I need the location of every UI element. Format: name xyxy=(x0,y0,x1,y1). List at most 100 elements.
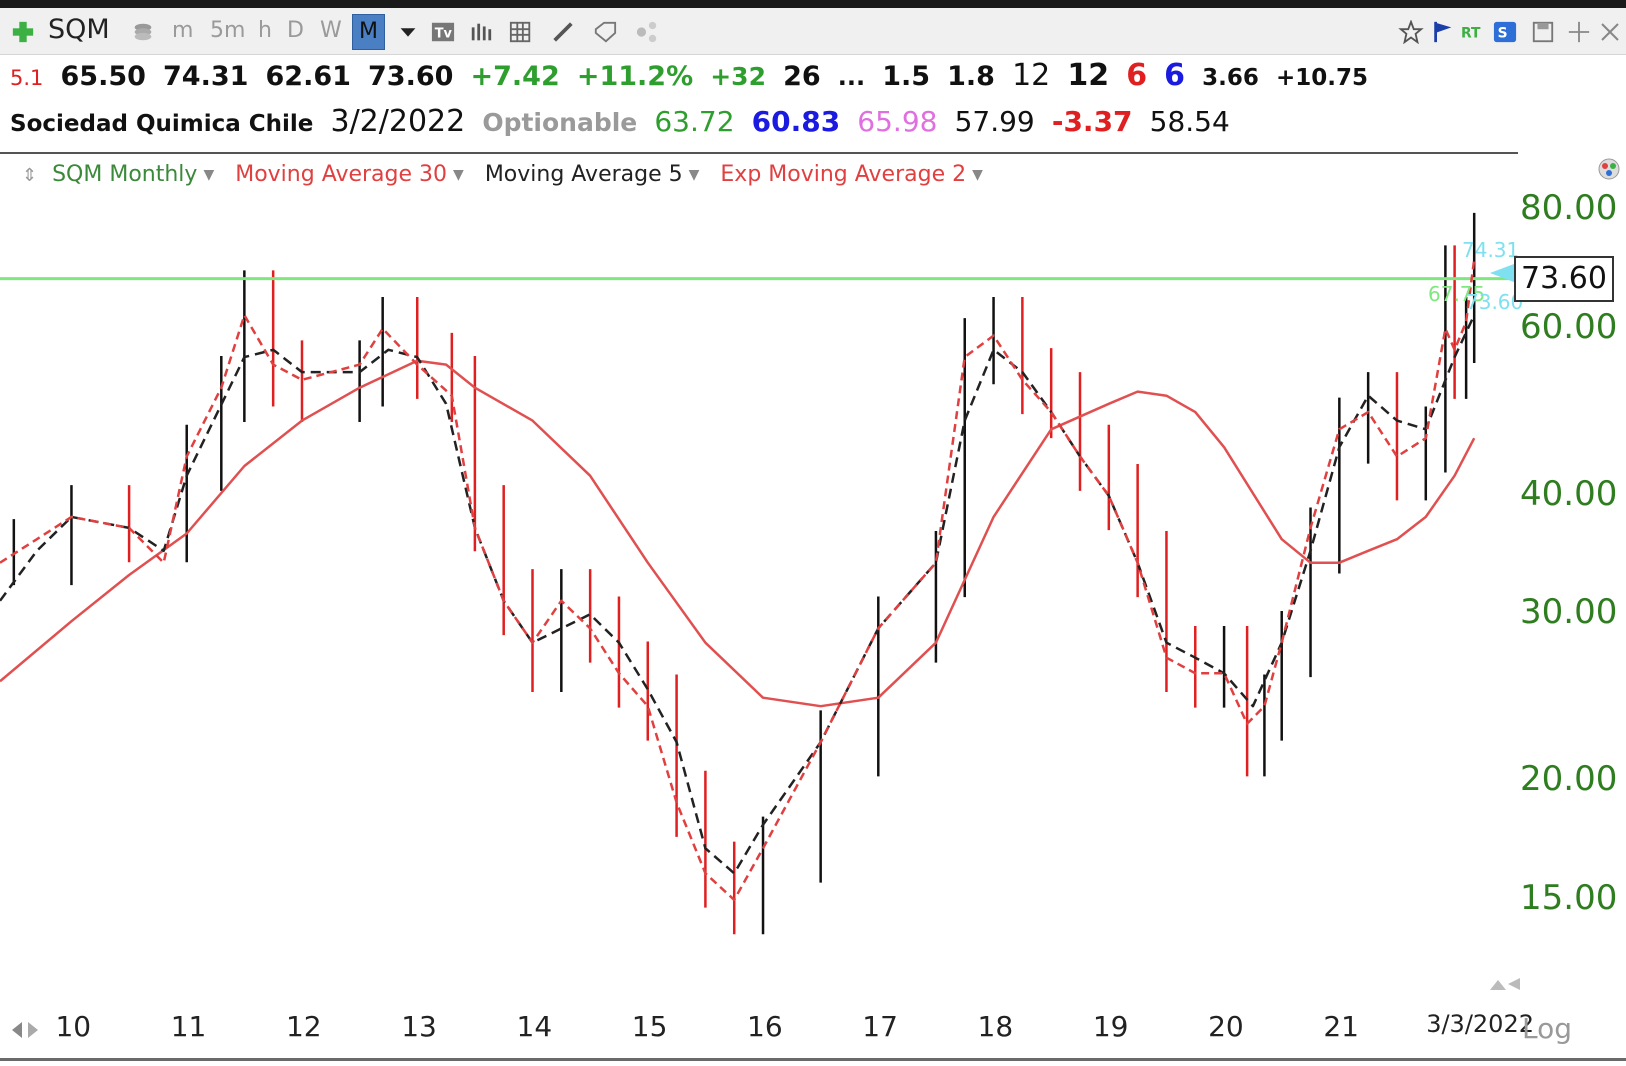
v5-value: +10.75 xyxy=(1275,65,1369,91)
flag-icon[interactable] xyxy=(1430,20,1456,44)
p2-value: 60.83 xyxy=(751,105,841,138)
v4-value: 3.66 xyxy=(1202,65,1259,91)
x-tick-label: 13 xyxy=(401,1010,437,1043)
close-tag-small: 73.60 xyxy=(1466,290,1524,314)
caret-down-icon: ▼ xyxy=(203,167,215,183)
svg-text:S: S xyxy=(1498,26,1508,42)
caret-down-icon: ▼ xyxy=(972,167,983,183)
interval-m[interactable]: m xyxy=(172,18,194,43)
p4-value: 57.99 xyxy=(954,105,1035,138)
pencil-icon[interactable] xyxy=(550,20,576,44)
open-value: 65.50 xyxy=(60,61,146,92)
close-icon[interactable] xyxy=(1598,20,1622,44)
svg-text:Tv: Tv xyxy=(435,27,453,42)
legend-item-sqm[interactable]: SQM Monthly ▼ xyxy=(52,162,214,187)
quote-line-1: 5.1 65.50 74.31 62.61 73.60 +7.42 +11.2%… xyxy=(10,58,1380,98)
window-top-border xyxy=(0,0,1626,8)
p5-value: -3.37 xyxy=(1051,105,1133,138)
log-scale-toggle[interactable]: Log xyxy=(1522,1012,1573,1045)
y-tick-label: 80.00 xyxy=(1520,188,1618,229)
save-icon[interactable] xyxy=(1530,20,1556,44)
scroll-arrows-icon[interactable] xyxy=(10,1016,40,1044)
bars-icon[interactable] xyxy=(468,20,494,44)
legend-item-ma30[interactable]: Moving Average 30 ▼ xyxy=(235,162,464,187)
interval-d[interactable]: D xyxy=(287,18,304,43)
y-tick-label: 60.00 xyxy=(1520,306,1618,347)
legend-label: SQM Monthly xyxy=(52,162,198,187)
chart-legend: ⇕ SQM Monthly ▼ Moving Average 30 ▼ Moving… xyxy=(22,162,997,187)
resistance-tag: 67.75 xyxy=(1428,282,1486,306)
quote-line-2: Sociedad Quimica Chile 3/2/2022 Optionab… xyxy=(10,104,1242,144)
v3-value: 1.8 xyxy=(947,61,995,92)
toolbar: SQM m 5m h D W M Tv RT S xyxy=(0,8,1626,55)
legend-label: Moving Average 30 xyxy=(235,162,448,187)
n4-value: 6 xyxy=(1164,58,1186,93)
change-value: +7.42 xyxy=(470,61,560,92)
legend-item-ma5[interactable]: Moving Average 5 ▼ xyxy=(485,162,700,187)
s-icon[interactable]: S xyxy=(1492,20,1518,44)
x-tick-label: 11 xyxy=(170,1010,207,1043)
x-tick-label: 12 xyxy=(285,1010,322,1043)
rating-value: 5.1 xyxy=(10,66,44,90)
ma30-line xyxy=(0,359,1476,708)
legend-label: Exp Moving Average 2 xyxy=(720,162,967,187)
move-icon[interactable] xyxy=(1566,20,1592,44)
y-tick-label: 20.00 xyxy=(1520,759,1618,800)
interval-w[interactable]: W xyxy=(320,18,342,43)
last-price-box: 73.60 xyxy=(1514,256,1614,302)
legend-handle-icon[interactable]: ⇕ xyxy=(22,165,38,186)
y-tick-label: 30.00 xyxy=(1520,592,1618,633)
grid-icon[interactable] xyxy=(508,20,534,44)
high-value: 74.31 xyxy=(163,61,249,92)
n1-value: 12 xyxy=(1012,58,1051,93)
x-tick-label: 19 xyxy=(1092,1010,1129,1043)
add-symbol-icon[interactable] xyxy=(10,20,36,44)
ema2-line xyxy=(0,259,1476,902)
stack-icon[interactable] xyxy=(130,20,156,44)
p6-value: 58.54 xyxy=(1149,105,1230,138)
price-bars xyxy=(12,212,1476,935)
quote-separator xyxy=(0,152,1518,154)
rs-value: +32 xyxy=(710,62,766,91)
y-tick-label: 15.00 xyxy=(1520,877,1618,918)
high-tag: 74.31 xyxy=(1462,238,1520,262)
x-tick-label: 10 xyxy=(55,1010,92,1043)
price-pointer-icon xyxy=(1490,264,1514,282)
x-tick-label: 17 xyxy=(862,1010,898,1043)
legend-item-ema2[interactable]: Exp Moving Average 2 ▼ xyxy=(720,162,982,187)
dropdown-icon[interactable] xyxy=(395,20,421,44)
company-name: Sociedad Quimica Chile xyxy=(10,111,314,137)
chart-settings-icon[interactable] xyxy=(1596,156,1622,182)
symbol-label[interactable]: SQM xyxy=(48,14,110,45)
x-tick-label-date: 3/3/2022 xyxy=(1426,1010,1534,1038)
interval-5m[interactable]: 5m xyxy=(210,18,246,43)
y-tick-label: 40.00 xyxy=(1520,473,1618,514)
low-value: 62.61 xyxy=(265,61,351,92)
zoom-arrows-icon[interactable] xyxy=(1488,974,1524,994)
p3-value: 65.98 xyxy=(857,105,938,138)
tag-icon[interactable] xyxy=(592,20,618,44)
svg-text:RT: RT xyxy=(1461,26,1481,42)
v2-value: 1.5 xyxy=(882,61,931,92)
interval-m-active[interactable]: M xyxy=(352,14,385,50)
share-icon[interactable] xyxy=(634,20,660,44)
p1-value: 63.72 xyxy=(654,105,735,138)
close-value: 73.60 xyxy=(368,61,454,92)
caret-down-icon: ▼ xyxy=(688,167,700,183)
quote-date: 3/2/2022 xyxy=(330,104,466,139)
legend-label: Moving Average 5 xyxy=(484,162,683,187)
text-icon[interactable]: Tv xyxy=(430,20,456,44)
n2-value: 12 xyxy=(1067,58,1110,93)
x-tick-label: 18 xyxy=(977,1010,1014,1043)
x-tick-label: 15 xyxy=(631,1010,668,1043)
star-icon[interactable] xyxy=(1398,20,1424,44)
bottom-border xyxy=(0,1058,1626,1061)
change-pct-value: +11.2% xyxy=(576,61,694,92)
x-tick-label: 21 xyxy=(1323,1010,1359,1043)
rt-icon[interactable]: RT xyxy=(1460,20,1486,44)
interval-h[interactable]: h xyxy=(258,18,272,43)
optionable-label: Optionable xyxy=(482,108,638,137)
x-tick-label: 14 xyxy=(516,1010,553,1043)
indicator-lines xyxy=(0,259,1518,902)
